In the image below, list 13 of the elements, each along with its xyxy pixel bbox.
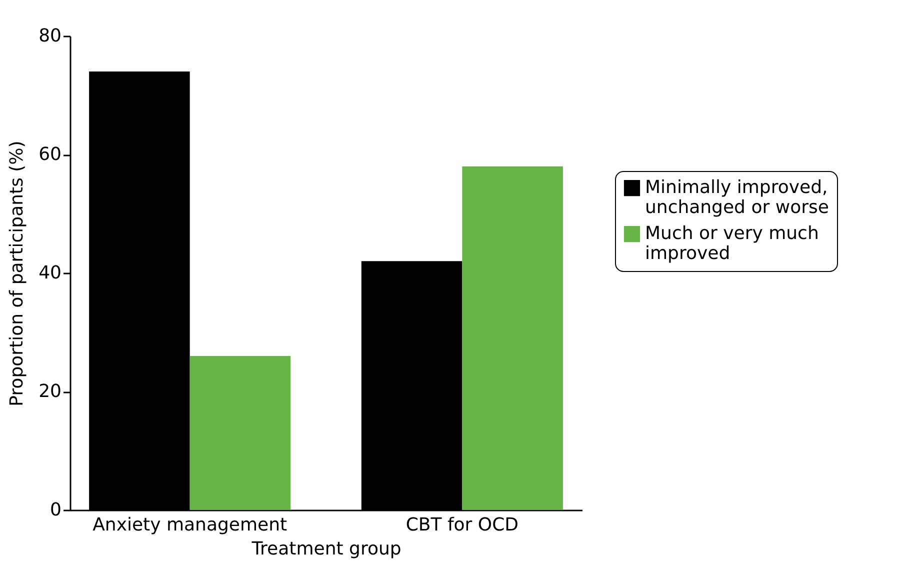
bar <box>462 166 563 510</box>
bar <box>190 356 291 510</box>
legend-label: Minimally improved, unchanged or worse <box>645 177 829 218</box>
y-tick-label: 0 <box>50 500 62 520</box>
y-tick-label: 20 <box>38 381 62 402</box>
x-tick-label: CBT for OCD <box>406 514 519 536</box>
legend-label: Much or very much improved <box>645 223 819 264</box>
x-axis-title: Treatment group <box>250 538 402 560</box>
y-axis-title: Proportion of participants (%) <box>6 140 28 406</box>
y-tick-label: 40 <box>38 262 62 284</box>
y-tick-label: 60 <box>38 144 62 165</box>
y-tick-label: 80 <box>38 26 62 46</box>
x-tick-label: Anxiety management <box>92 514 288 536</box>
